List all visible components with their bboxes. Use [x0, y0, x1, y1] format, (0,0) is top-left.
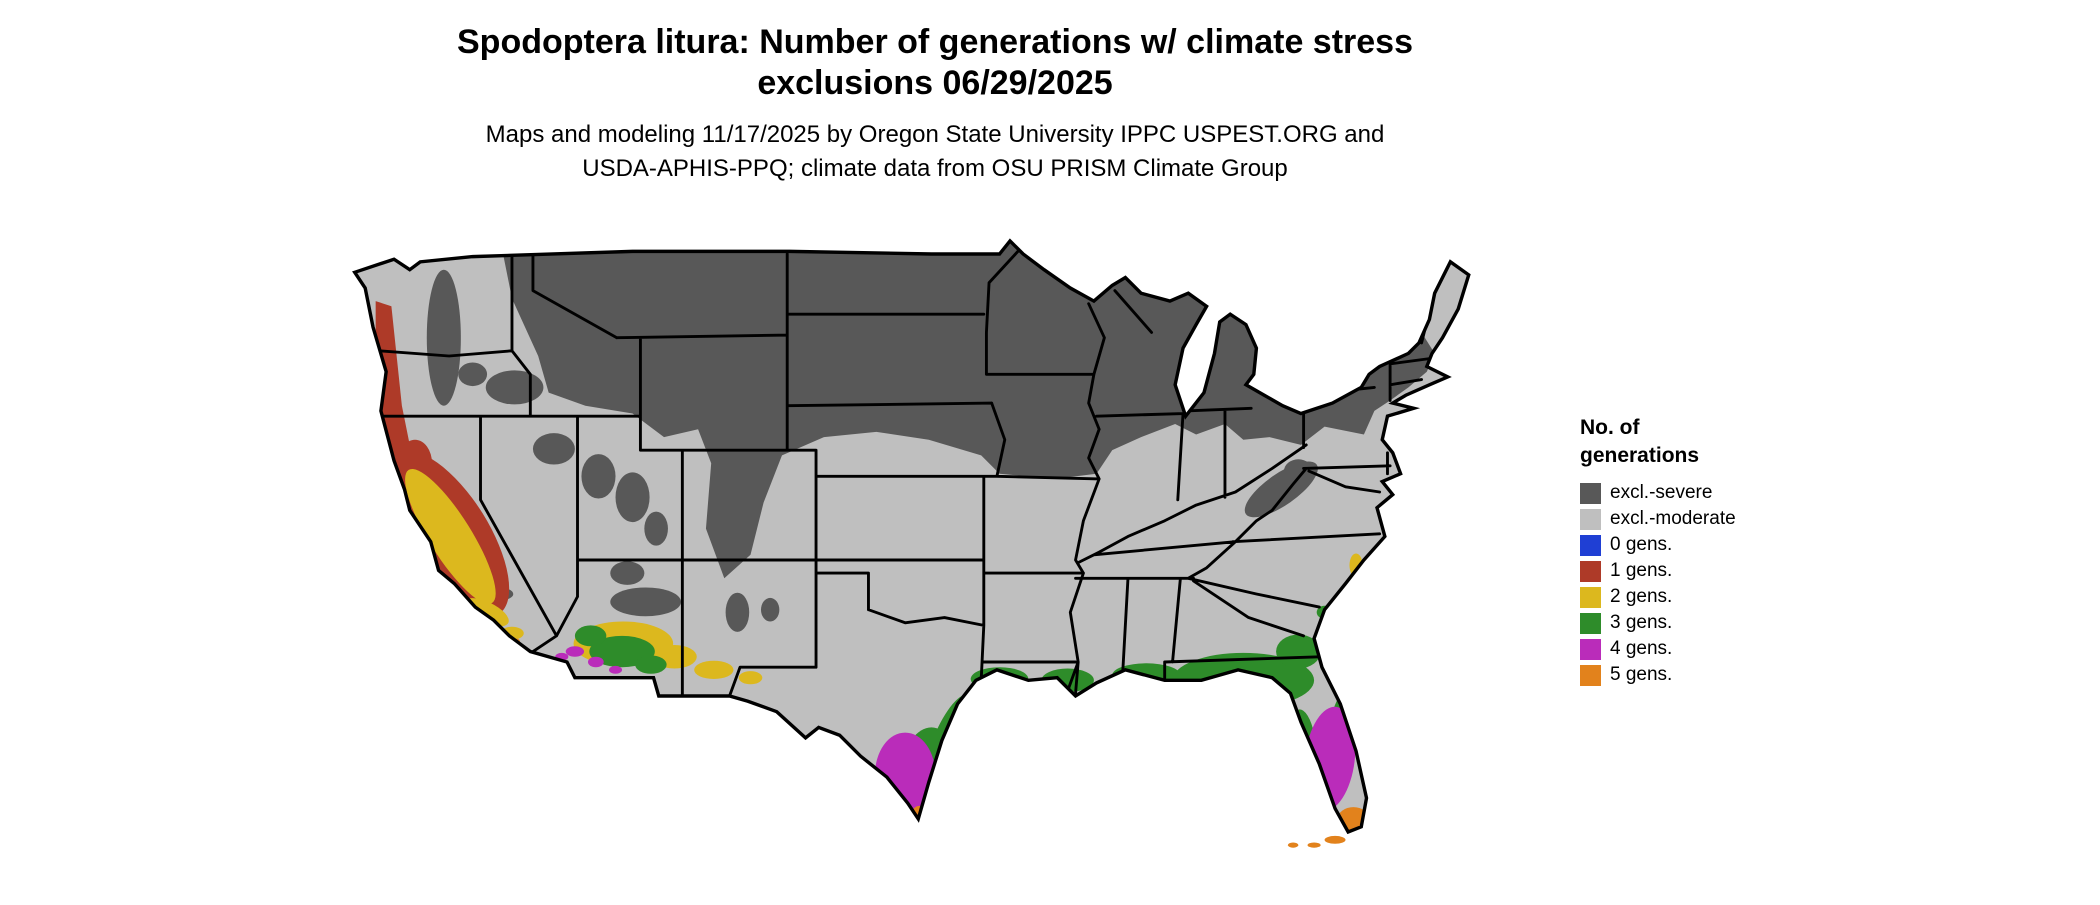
- subtitle-line-2: USDA-APHIS-PPQ; climate data from OSU PR…: [582, 155, 1288, 182]
- legend-item-label: 2 gens.: [1610, 586, 1673, 607]
- legend-title-line-2: generations: [1580, 444, 1700, 467]
- legend-swatch-4-gens: [1580, 638, 1601, 660]
- legend-item-1-gens: 1 gens.: [1580, 558, 1880, 584]
- legend-title: No. of generations: [1580, 414, 1880, 470]
- legend-item-3-gens: 3 gens.: [1580, 610, 1880, 636]
- title-line-1: Spodoptera litura: Number of generations…: [457, 23, 1413, 61]
- legend-item-label: 0 gens.: [1610, 534, 1673, 555]
- legend-swatch-2-gens: [1580, 586, 1601, 608]
- legend-title-line-1: No. of: [1580, 416, 1640, 439]
- legend-swatch-excl-severe: [1580, 482, 1601, 504]
- legend-item-excl-severe: excl.-severe: [1580, 480, 1880, 506]
- legend-item-excl-moderate: excl.-moderate: [1580, 506, 1880, 532]
- legend: No. of generations excl.-severe excl.-mo…: [1580, 414, 1880, 688]
- legend-item-5-gens: 5 gens.: [1580, 662, 1880, 688]
- legend-item-label: 4 gens.: [1610, 638, 1673, 659]
- legend-item-label: 5 gens.: [1610, 664, 1673, 685]
- legend-item-label: excl.-moderate: [1610, 508, 1736, 529]
- legend-swatch-0-gens: [1580, 534, 1601, 556]
- map-subtitle: Maps and modeling 11/17/2025 by Oregon S…: [0, 118, 1870, 186]
- legend-swatch-3-gens: [1580, 612, 1601, 634]
- legend-swatch-5-gens: [1580, 664, 1601, 686]
- legend-item-0-gens: 0 gens.: [1580, 532, 1880, 558]
- us-generations-map: [318, 220, 1550, 905]
- legend-swatch-1-gens: [1580, 560, 1601, 582]
- legend-item-2-gens: 2 gens.: [1580, 584, 1880, 610]
- legend-item-label: excl.-severe: [1610, 482, 1713, 503]
- florida-keys: [1287, 835, 1346, 848]
- us-outline: [352, 238, 1471, 835]
- legend-swatch-excl-moderate: [1580, 508, 1601, 530]
- us-map-svg: [352, 238, 1471, 848]
- map-title: Spodoptera litura: Number of generations…: [0, 22, 1870, 104]
- legend-item-4-gens: 4 gens.: [1580, 636, 1880, 662]
- legend-rows: excl.-severe excl.-moderate 0 gens. 1 ge…: [1580, 480, 1880, 688]
- subtitle-line-1: Maps and modeling 11/17/2025 by Oregon S…: [485, 121, 1385, 148]
- state-borders: [376, 249, 1437, 698]
- legend-item-label: 3 gens.: [1610, 612, 1673, 633]
- legend-item-label: 1 gens.: [1610, 560, 1673, 581]
- title-line-2: exclusions 06/29/2025: [757, 64, 1113, 102]
